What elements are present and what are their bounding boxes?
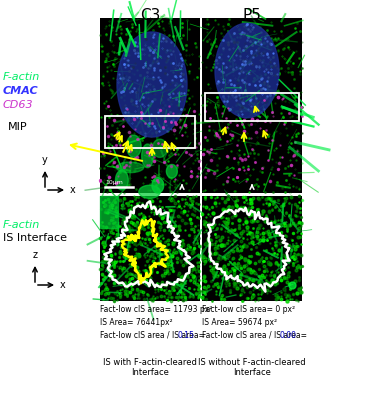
Text: 10μm: 10μm xyxy=(105,180,123,185)
Text: 0.00: 0.00 xyxy=(279,331,296,340)
Text: F-actin: F-actin xyxy=(3,220,40,230)
Text: IS Interface: IS Interface xyxy=(3,233,67,243)
Text: y: y xyxy=(42,155,48,165)
Text: IS without F-actin-cleared
Interface: IS without F-actin-cleared Interface xyxy=(198,358,306,378)
Polygon shape xyxy=(166,164,177,178)
Text: Fact-low cIS area / IS area=: Fact-low cIS area / IS area= xyxy=(202,331,309,340)
Text: 0.15: 0.15 xyxy=(177,331,194,340)
Text: x: x xyxy=(70,185,76,195)
Bar xyxy=(202,18,302,193)
Text: MIP: MIP xyxy=(8,122,28,132)
Text: CMAC: CMAC xyxy=(3,86,39,96)
Text: IS Area= 76441px²: IS Area= 76441px² xyxy=(100,318,173,327)
Polygon shape xyxy=(116,162,144,173)
Polygon shape xyxy=(127,135,141,157)
Polygon shape xyxy=(215,23,279,118)
Text: Fact-low cIS area= 0 px²: Fact-low cIS area= 0 px² xyxy=(202,305,295,314)
Text: CD63: CD63 xyxy=(3,100,33,110)
Bar xyxy=(205,93,299,121)
Text: P5: P5 xyxy=(242,8,261,23)
Text: z: z xyxy=(33,250,38,260)
Polygon shape xyxy=(116,170,128,190)
Polygon shape xyxy=(117,32,187,137)
Text: C3: C3 xyxy=(140,8,160,23)
Text: F-actin: F-actin xyxy=(3,72,40,82)
Polygon shape xyxy=(142,144,154,168)
Text: Fact-low cIS area / IS area=: Fact-low cIS area / IS area= xyxy=(100,331,207,340)
Polygon shape xyxy=(152,178,164,193)
Bar xyxy=(100,18,200,193)
Text: x: x xyxy=(60,280,66,290)
Bar xyxy=(105,116,195,148)
Polygon shape xyxy=(139,185,160,198)
Text: Fact-low cIS area= 11793 px²: Fact-low cIS area= 11793 px² xyxy=(100,305,212,314)
Bar xyxy=(202,196,302,301)
Text: IS with F-actin-cleared
Interface: IS with F-actin-cleared Interface xyxy=(103,358,197,378)
Polygon shape xyxy=(152,139,167,158)
Text: IS Area= 59674 px²: IS Area= 59674 px² xyxy=(202,318,277,327)
Bar xyxy=(100,196,200,301)
